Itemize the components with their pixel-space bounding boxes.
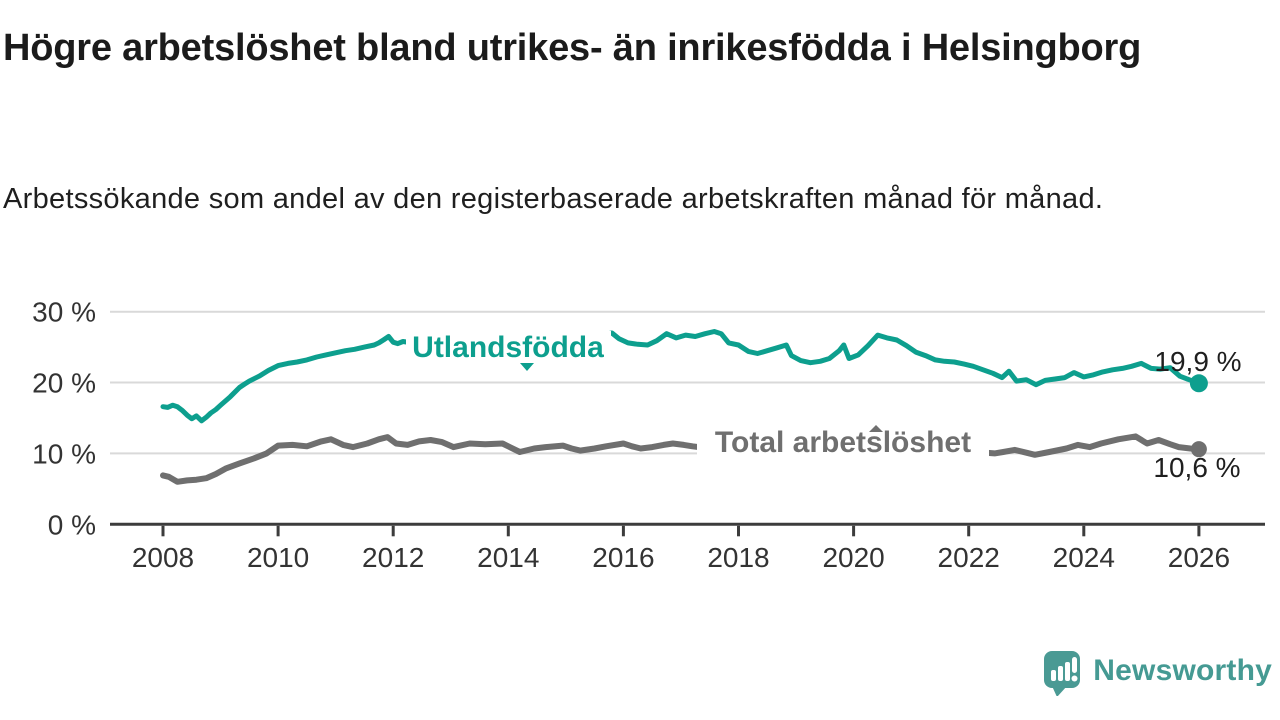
x-axis-label: 2016 bbox=[592, 542, 654, 573]
series-label-0: Utlandsfödda bbox=[412, 331, 604, 364]
series-end-dot-1 bbox=[1190, 441, 1207, 458]
series-label-backing bbox=[697, 425, 989, 462]
x-axis-label: 2008 bbox=[132, 542, 194, 573]
chart-subtitle: Arbetssökande som andel av den registerb… bbox=[3, 183, 1104, 215]
x-axis-label: 2024 bbox=[1053, 542, 1115, 573]
y-axis-label: 0 % bbox=[48, 509, 96, 540]
x-axis-label: 2026 bbox=[1168, 542, 1230, 573]
brand-name: Newsworthy bbox=[1093, 654, 1272, 687]
x-axis-label: 2010 bbox=[247, 542, 309, 573]
y-axis-label: 10 % bbox=[32, 438, 96, 469]
y-axis-label: 30 % bbox=[32, 297, 96, 328]
x-axis-label: 2018 bbox=[707, 542, 769, 573]
series-label-caret bbox=[869, 425, 883, 432]
series-line-1 bbox=[160, 433, 1202, 485]
newsworthy-branding: Newsworthy bbox=[1043, 646, 1272, 696]
x-axis-label: 2020 bbox=[822, 542, 884, 573]
series-end-value-0: 19,9 % bbox=[1154, 346, 1241, 377]
x-axis-label: 2012 bbox=[362, 542, 424, 573]
series-label-1: Total arbetslöshet bbox=[715, 426, 971, 459]
series-label-backing bbox=[406, 331, 611, 368]
x-axis-label: 2022 bbox=[938, 542, 1000, 573]
series-end-dot-0 bbox=[1189, 374, 1208, 393]
series-end-value-1: 10,6 % bbox=[1153, 452, 1240, 483]
x-axis-label: 2014 bbox=[477, 542, 539, 573]
chart-title: Högre arbetslöshet bland utrikes- än inr… bbox=[3, 27, 1142, 69]
y-axis-label: 20 % bbox=[32, 368, 96, 399]
newsworthy-logo-icon bbox=[1044, 651, 1081, 696]
series-line-0 bbox=[160, 329, 1202, 424]
series-label-caret bbox=[520, 363, 534, 371]
